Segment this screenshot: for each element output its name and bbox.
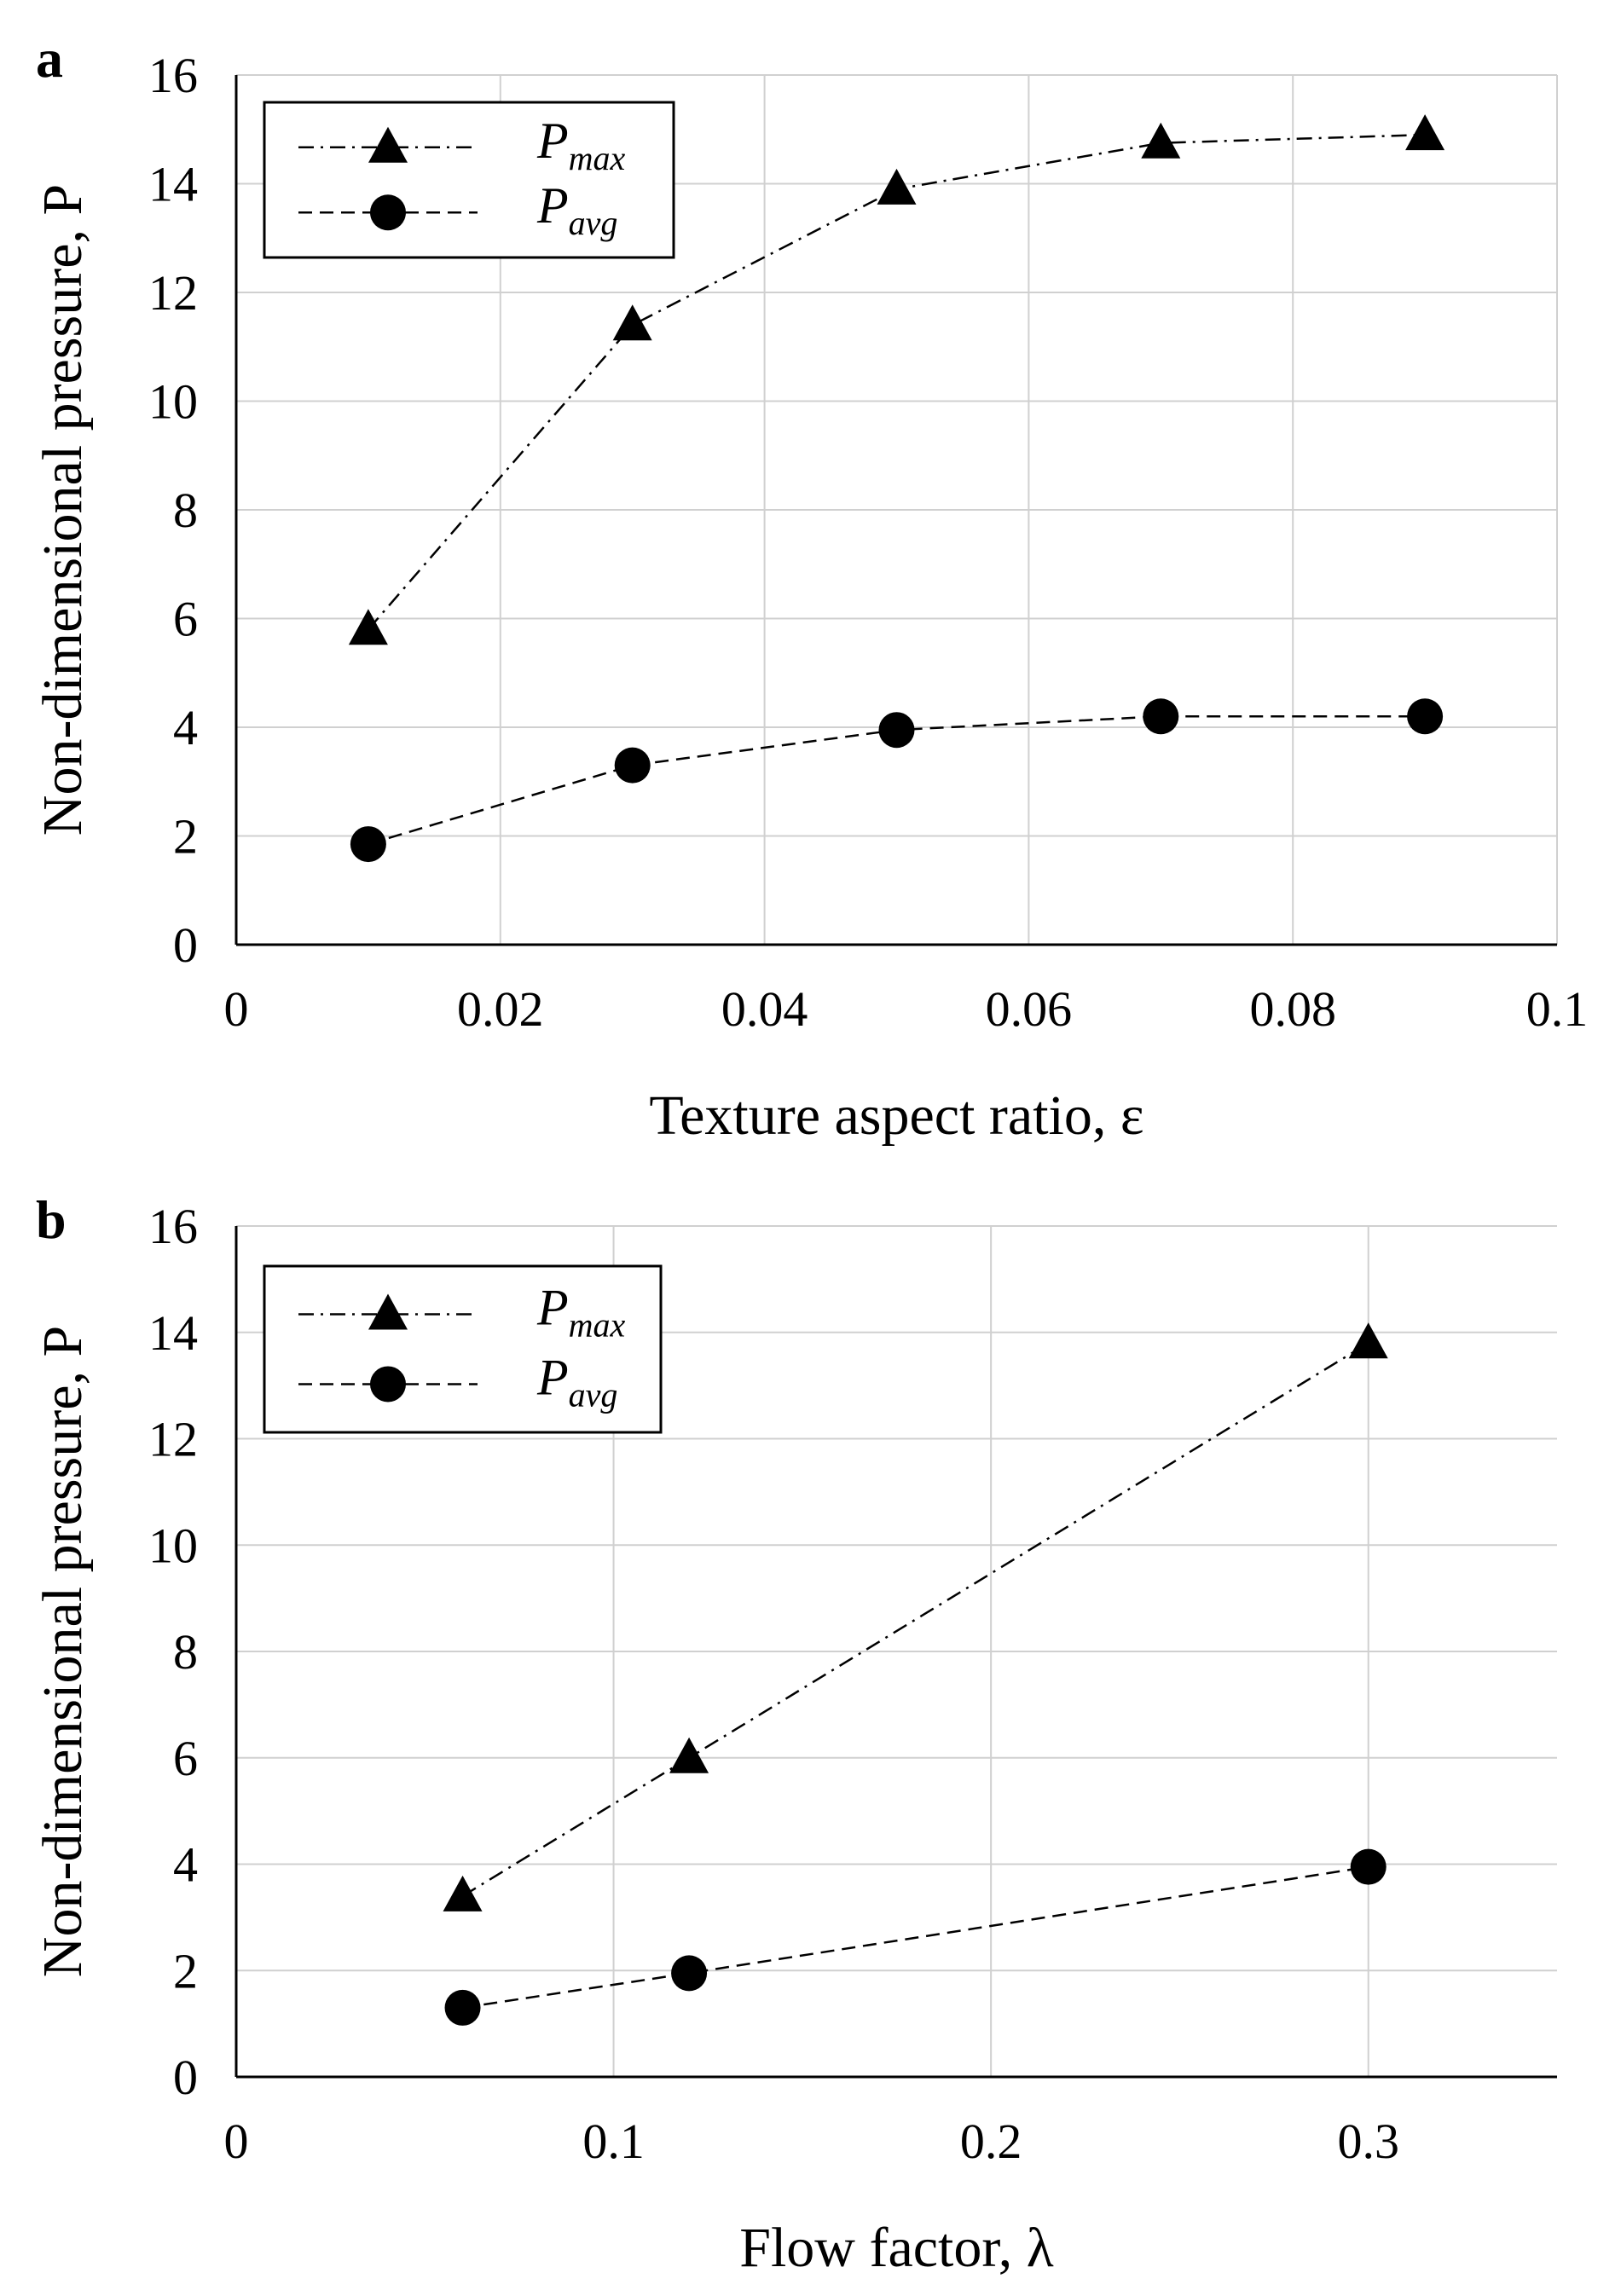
x-tick-label: 0.1	[582, 2114, 645, 2169]
y-tick-label: 8	[173, 1624, 198, 1680]
y-tick-label: 4	[173, 1837, 198, 1893]
x-tick-label: 0.08	[1249, 981, 1336, 1037]
data-point-max	[1348, 1322, 1388, 1359]
y-tick-label: 12	[148, 1412, 198, 1467]
x-tick-label: 0.1	[1526, 981, 1589, 1037]
x-axis-title: Texture aspect ratio, ε	[649, 1084, 1143, 1147]
panel-label: a	[36, 28, 63, 89]
y-tick-label: 12	[148, 265, 198, 321]
panel-a: a 0 2 4 6 8 10 12 14 16 0 0.02 0.04 0.06 0.08 0.1 Textur…	[32, 28, 1588, 1147]
y-tick-label: 14	[148, 157, 198, 212]
x-tick-label: 0.3	[1337, 2114, 1399, 2169]
y-tick-label: 16	[148, 48, 198, 103]
legend-marker-avg	[370, 1366, 406, 1402]
x-tick-label: 0.02	[457, 981, 544, 1037]
legend-box	[263, 101, 675, 259]
data-point-avg	[444, 1989, 481, 2026]
data-point-max	[669, 1737, 709, 1773]
x-tick-label: 0.06	[986, 981, 1073, 1037]
data-point-max	[443, 1875, 483, 1911]
legend-marker-avg	[370, 194, 406, 231]
legend-label-main: P	[536, 1280, 569, 1336]
data-point-avg	[1407, 698, 1444, 735]
data-point-avg	[350, 826, 386, 863]
y-tick-label: 4	[173, 700, 198, 755]
panel-label: b	[36, 1189, 67, 1250]
y-tick-label: 10	[148, 1518, 198, 1573]
y-tick-label: 6	[173, 592, 198, 647]
legend-label-subscript: avg	[569, 1375, 618, 1414]
legend-label-max: Pmax	[536, 1280, 626, 1345]
legend-label-avg: Pavg	[536, 177, 617, 242]
data-point-max	[1405, 114, 1445, 151]
y-tick-label: 0	[173, 2050, 198, 2105]
data-point-avg	[671, 1955, 708, 1992]
data-point-avg	[1143, 698, 1179, 735]
y-tick-label: 6	[173, 1731, 198, 1786]
legend-marker-max	[368, 126, 408, 163]
data-point-max	[1141, 122, 1181, 159]
data-point-avg	[1350, 1848, 1387, 1885]
legend-label-avg: Pavg	[536, 1349, 617, 1414]
y-axis-title: Non-dimensional pressure, P	[32, 1326, 94, 1977]
legend-label-subscript: max	[569, 1306, 626, 1345]
x-tick-label: 0.2	[960, 2114, 1022, 2169]
legend-box	[263, 1264, 663, 1434]
x-axis-title: Flow factor, λ	[739, 2217, 1053, 2279]
legend-label-subscript: avg	[569, 204, 618, 242]
x-tick-label: 0	[224, 981, 249, 1037]
legend-label-subscript: max	[569, 139, 626, 177]
series-line-avg	[462, 1865, 1369, 2010]
legend-label-max: Pmax	[536, 113, 626, 177]
data-point-max	[877, 168, 917, 205]
y-tick-label: 8	[173, 483, 198, 538]
legend-marker-max	[368, 1293, 408, 1330]
x-tick-label: 0.04	[721, 981, 808, 1037]
y-axis-title: Non-dimensional pressure, P	[32, 184, 94, 836]
panel-b: b 0 2 4 6 8 10 12 14 16 0 0.1 0.2 0.3 Flow factor, λ No…	[32, 1189, 1557, 2279]
legend-label-main: P	[536, 177, 569, 234]
y-tick-label: 16	[148, 1199, 198, 1254]
data-point-avg	[878, 712, 915, 749]
data-point-max	[612, 304, 652, 341]
legend-label-main: P	[536, 1349, 569, 1405]
y-tick-label: 2	[173, 1943, 198, 1998]
y-tick-label: 10	[148, 374, 198, 430]
data-point-avg	[614, 747, 651, 784]
legend-label-main: P	[536, 113, 569, 169]
x-tick-label: 0	[224, 2114, 249, 2169]
y-tick-label: 2	[173, 809, 198, 865]
y-tick-label: 14	[148, 1305, 198, 1361]
data-point-max	[348, 609, 388, 645]
y-tick-label: 0	[173, 917, 198, 973]
